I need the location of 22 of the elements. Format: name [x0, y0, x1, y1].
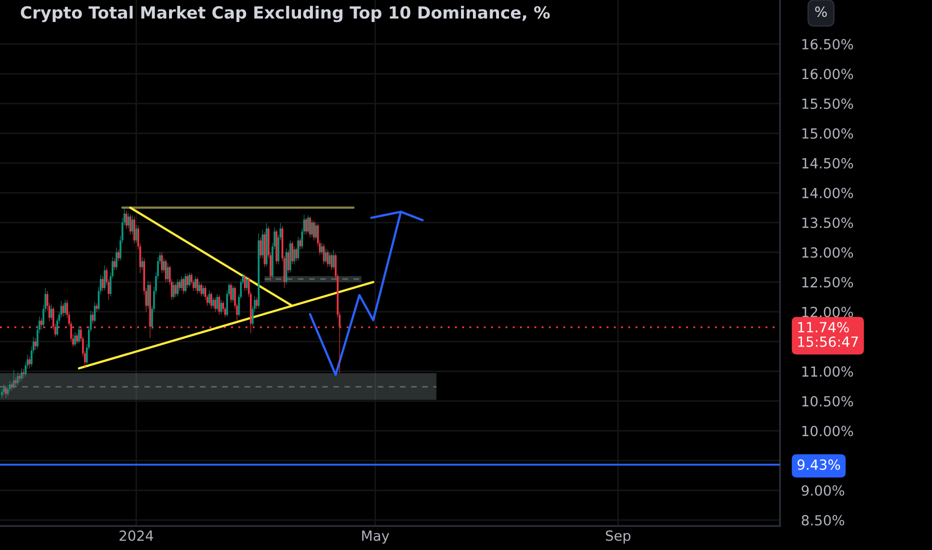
y-tick-label: 14.00%	[802, 188, 854, 198]
y-tick-label: 16.00%	[802, 68, 854, 80]
y-tick-label: 14.50%	[802, 158, 854, 169]
y-tick-label: 11.00%	[802, 366, 854, 377]
y-tick-label: 10.00%	[802, 426, 854, 436]
text: %	[815, 6, 827, 18]
y-tick-label: 12.00%	[802, 306, 854, 318]
y-tick-label: 9.00%	[802, 485, 844, 496]
y-tick-label: 10.50%	[802, 396, 854, 407]
y-tick-label: 16.50%	[802, 39, 854, 50]
chart-title: Crypto Total Market Cap Excluding Top 10 Dominance, %	[20, 6, 550, 22]
y-tick-label: 15.00%	[802, 128, 854, 139]
ref-line-label: 11.74% 15:56:47	[798, 322, 858, 347]
y-tick-label: 13.50%	[802, 218, 854, 228]
y-tick-label: 13.00%	[802, 247, 854, 258]
y-tick-label: 12.50%	[802, 277, 854, 288]
ref-line-label: 9.43%	[798, 459, 840, 470]
y-tick-label: 8.50%	[802, 515, 844, 526]
x-tick-label: May	[362, 530, 390, 544]
x-tick-label: 2024	[120, 530, 154, 541]
y-tick-label: 15.50%	[802, 98, 854, 110]
x-tick-label: Sep	[606, 530, 630, 544]
